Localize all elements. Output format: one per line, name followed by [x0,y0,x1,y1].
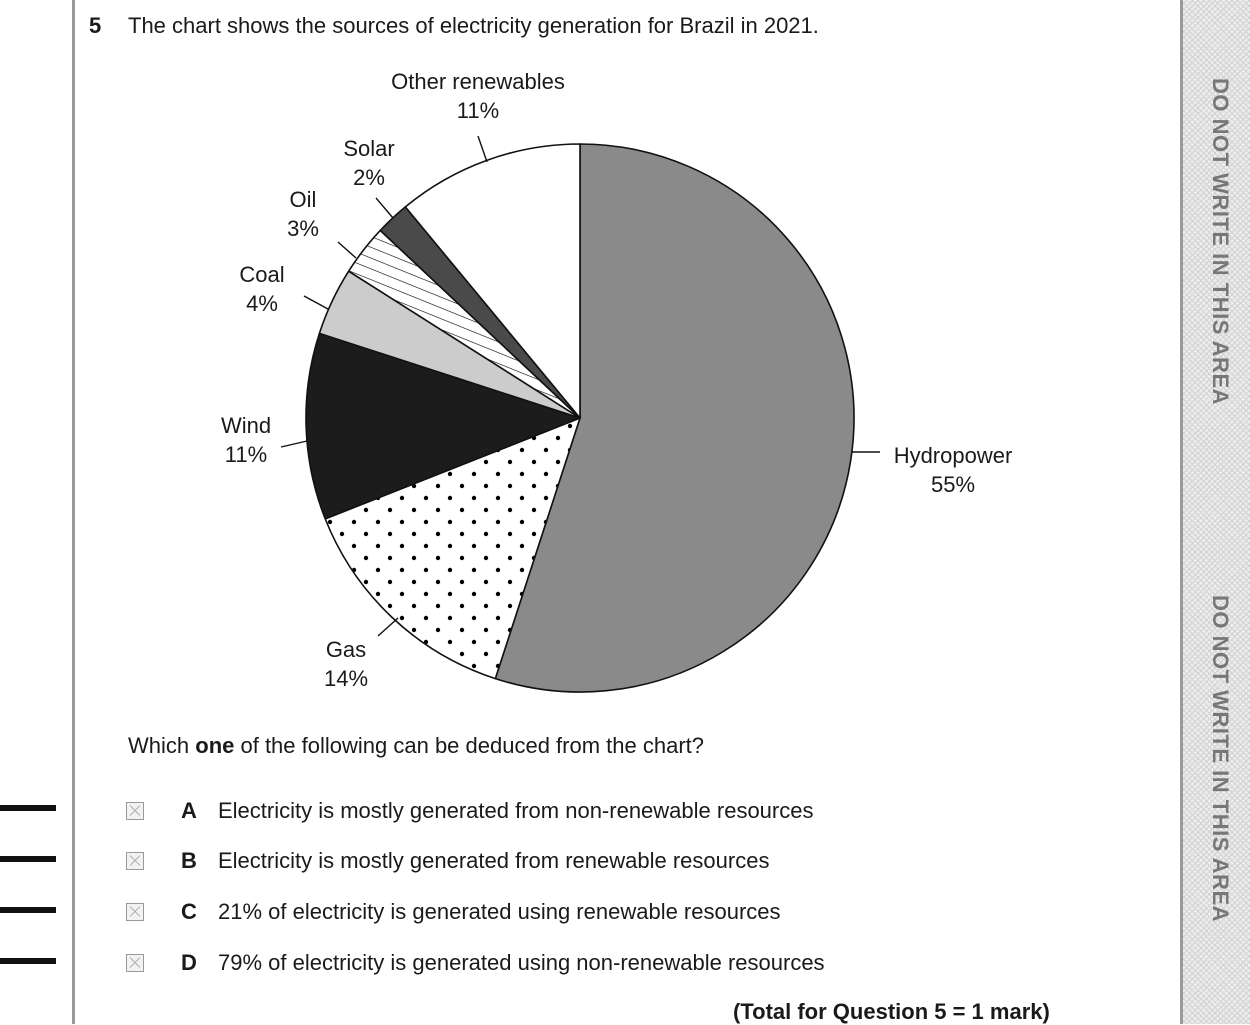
answer-checkbox[interactable] [126,903,144,921]
answer-checkbox[interactable] [126,954,144,972]
slice-label: Wind [221,413,271,438]
margin-mark [0,958,56,964]
margin-mark [0,805,56,811]
slice-value-label: 55% [931,472,975,497]
leader-line [280,440,308,448]
option-letter: C [181,899,197,924]
leader-line [477,135,488,163]
slice-label: Hydropower [894,443,1013,468]
pie-slice-gas [324,417,581,680]
margin-warning-bottom: DO NOT WRITE IN THIS AREA [1208,595,1233,923]
slice-label: Oil [290,187,317,212]
pie-slice-hydropower [494,143,855,693]
slice-label: Solar [343,136,394,161]
question-text: The chart shows the sources of electrici… [128,13,819,38]
leader-line [337,241,357,259]
slice-value-label: 3% [287,216,319,241]
slice-value-label: 2% [353,165,385,190]
option-a[interactable]: A Electricity is mostly generated from n… [126,796,813,826]
leader-line [303,295,329,310]
right-margin-rule [1180,0,1183,1024]
pie-slice-other-renewables [404,143,581,419]
leader-line [375,197,394,219]
total-marks: (Total for Question 5 = 1 mark) [733,999,1050,1024]
margin-mark [0,856,56,862]
option-c[interactable]: C 21% of electricity is generated using … [126,897,781,927]
left-margin-rule [72,0,75,1024]
question-prompt: Which one of the following can be deduce… [128,733,704,759]
slice-value-label: 14% [324,666,368,691]
option-text: 21% of electricity is generated using re… [218,899,781,924]
option-text: Electricity is mostly generated from non… [218,798,814,823]
margin-mark [0,907,56,913]
slice-value-label: 11% [225,442,267,467]
leader-line [377,617,399,637]
option-d[interactable]: D 79% of electricity is generated using … [126,948,825,978]
slice-label: Other renewables [391,69,565,94]
prompt-text: Which [128,733,196,758]
option-letter: D [181,950,197,975]
pie-slice-wind [305,332,581,520]
slice-value-label: 4% [246,291,278,316]
option-letter: B [181,848,197,873]
question-number: 5 [89,13,102,38]
prompt-text: of the following can be deduced from the… [234,733,705,758]
option-b[interactable]: B Electricity is mostly generated from r… [126,846,769,876]
slice-label: Gas [326,637,366,662]
answer-checkbox[interactable] [126,802,144,820]
option-text: Electricity is mostly generated from ren… [218,848,770,873]
option-letter: A [181,798,197,823]
slice-value-label: 11% [457,98,499,123]
prompt-emphasis: one [195,733,235,758]
option-text: 79% of electricity is generated using no… [218,950,825,975]
no-write-margin [1180,0,1250,1024]
margin-warning-top: DO NOT WRITE IN THIS AREA [1208,78,1233,406]
answer-checkbox[interactable] [126,852,144,870]
slice-label: Coal [239,262,284,287]
